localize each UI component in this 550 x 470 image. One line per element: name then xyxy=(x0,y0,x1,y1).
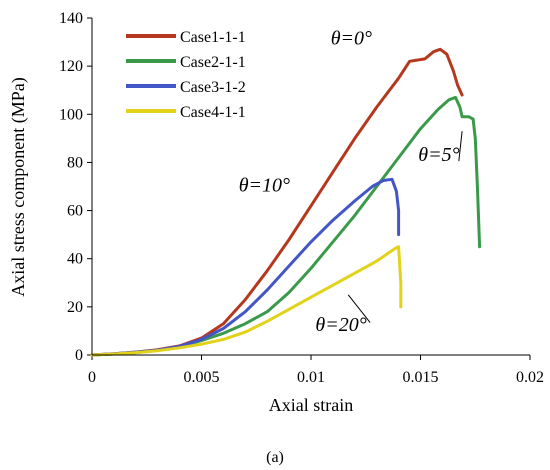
y-tick-label: 140 xyxy=(59,10,83,27)
x-tick-label: 0.005 xyxy=(184,369,220,386)
x-tick-label: 0.01 xyxy=(297,369,325,386)
legend-label: Case2-1-1 xyxy=(180,54,246,71)
series-line-2 xyxy=(90,95,482,357)
annotation-leader xyxy=(458,131,463,162)
legend-label: Case1-1-1 xyxy=(180,29,246,46)
annotation-label: θ=5° xyxy=(418,144,459,166)
y-tick-label: 120 xyxy=(59,58,83,75)
figure-caption: (a) xyxy=(266,449,284,466)
series-line-1 xyxy=(90,47,464,357)
y-tick-label: 40 xyxy=(67,251,83,268)
legend: Case1-1-1 Case2-1-1 Case3-1-2 Case4-1-1 xyxy=(126,29,246,121)
y-tick-label: 20 xyxy=(67,299,83,316)
y-tick-label: 0 xyxy=(75,347,83,364)
y-tick-label: 100 xyxy=(59,106,83,123)
axis-ticks: 0 20 40 60 80 100 120 140 0 0.005 0.01 0.015 0.02 xyxy=(59,10,544,386)
series-line-4 xyxy=(90,245,403,357)
x-tick-label: 0 xyxy=(88,369,96,386)
y-axis-title: Axial stress component (MPa) xyxy=(8,77,29,296)
y-tick-label: 60 xyxy=(67,203,83,220)
annotation-leader xyxy=(347,294,371,323)
legend-label: Case3-1-2 xyxy=(180,79,246,96)
x-tick-label: 0.02 xyxy=(516,369,544,386)
legend-label: Case4-1-1 xyxy=(180,104,246,121)
series-lines xyxy=(90,47,482,357)
y-tick-label: 80 xyxy=(67,154,83,171)
annotation-label: θ=10° xyxy=(239,174,290,196)
x-tick-label: 0.015 xyxy=(403,369,439,386)
annotation-label: θ=0° xyxy=(331,27,372,49)
x-axis-title: Axial strain xyxy=(269,395,353,415)
annotations: θ=0° θ=5° θ=10° θ=20° xyxy=(239,27,463,336)
annotation-label: θ=20° xyxy=(315,314,366,336)
